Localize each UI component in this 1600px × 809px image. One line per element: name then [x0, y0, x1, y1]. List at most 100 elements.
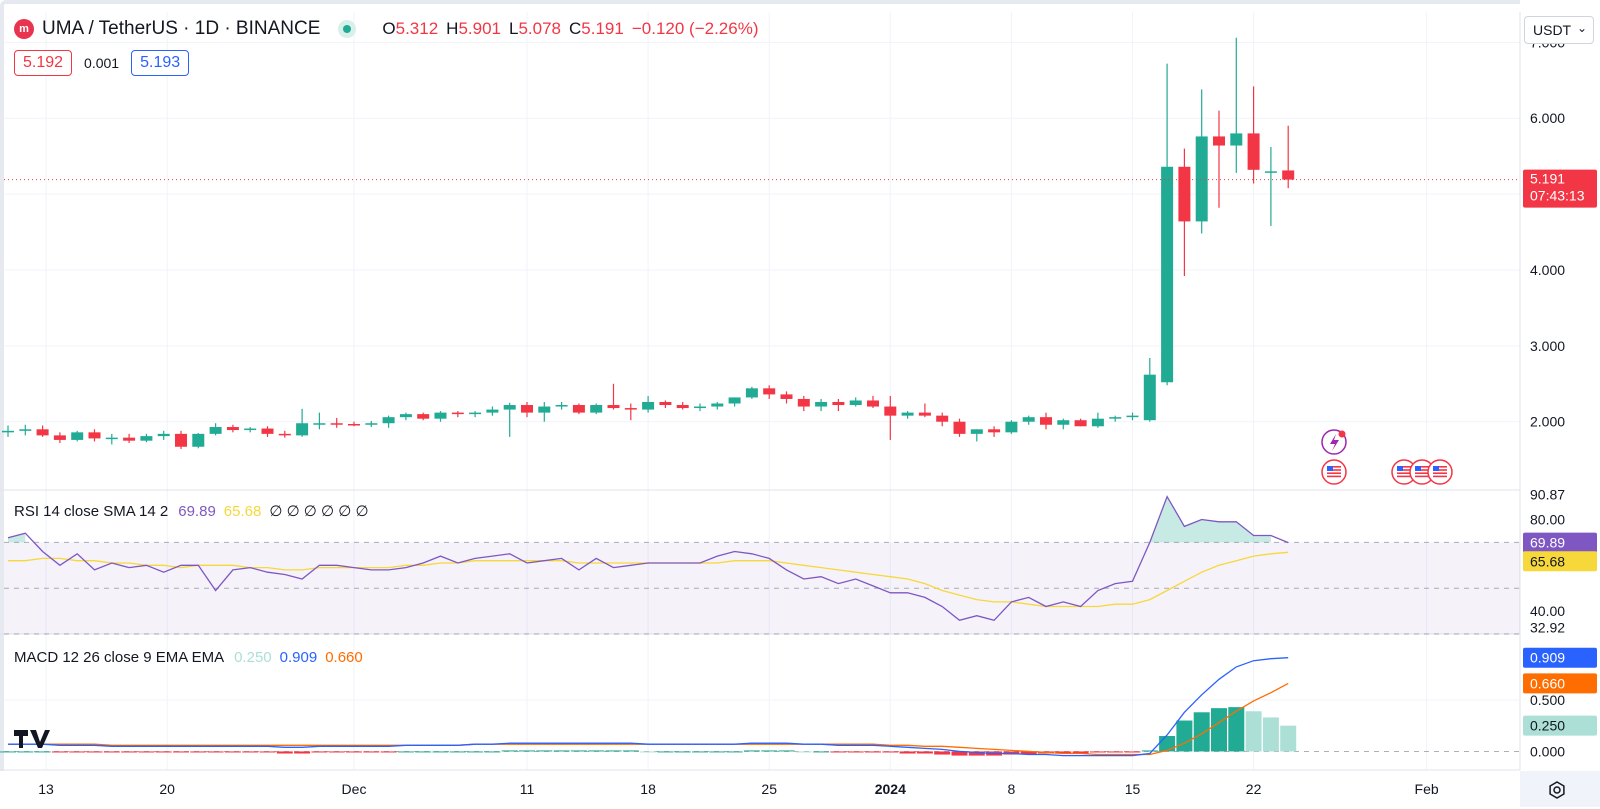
- macd-hist-bar: [726, 751, 743, 753]
- flag-stripe: [1433, 466, 1447, 468]
- macd-hist-bar: [1020, 751, 1037, 755]
- macd-hist-bar: [467, 751, 484, 753]
- macd-hist-bar: [536, 750, 553, 752]
- rsi-legend: RSI 14 close SMA 14 2 69.89 65.68 ∅ ∅ ∅ …: [14, 502, 377, 521]
- sell-button[interactable]: 5.192: [14, 50, 73, 76]
- low-label: L: [509, 19, 519, 38]
- macd-tick-label: 0.000: [1530, 743, 1565, 759]
- macd-hist-bar: [121, 751, 138, 753]
- macd-hist-bar: [346, 751, 362, 753]
- candle-down: [417, 414, 430, 419]
- macd-hist-bar: [640, 751, 657, 753]
- macd-hist-bar: [34, 751, 51, 753]
- macd-hist-bar: [155, 751, 172, 753]
- currency-select[interactable]: USDT ⌄: [1524, 16, 1594, 44]
- candle-down: [918, 412, 931, 416]
- macd-hist-bar: [605, 750, 622, 752]
- candle-up: [1264, 171, 1277, 173]
- rsi-tick-label: 32.92: [1530, 619, 1565, 635]
- candle-up: [1057, 420, 1070, 425]
- flag-stripe: [1327, 472, 1341, 474]
- countdown-label: 07:43:13: [1530, 188, 1585, 204]
- macd-hist-bar: [674, 751, 691, 753]
- macd-hist-bar: [1124, 751, 1141, 753]
- tradingview-logo-icon[interactable]: [14, 728, 56, 755]
- candle-up: [694, 406, 706, 409]
- lightning-bolt: [1330, 434, 1339, 451]
- macd-value-label: 0.909: [1530, 650, 1565, 666]
- macd-hist-bar: [588, 750, 605, 752]
- candle-up: [399, 414, 412, 418]
- macd-hist-bar: [882, 751, 899, 753]
- lightning-event-icon: [1321, 429, 1347, 455]
- candle-down: [1213, 136, 1225, 146]
- candle-up: [244, 428, 257, 431]
- rsi-sma-value-label: 65.68: [1530, 553, 1565, 569]
- candle-down: [1247, 133, 1260, 170]
- candle-up: [365, 423, 378, 425]
- candle-up: [192, 433, 205, 447]
- candle-up: [1143, 374, 1156, 421]
- buy-button[interactable]: 5.193: [131, 50, 190, 76]
- rsi-label[interactable]: RSI 14 close SMA 14 2: [14, 502, 169, 520]
- flag-stripe: [1327, 466, 1341, 468]
- macd-hist-bar: [553, 750, 570, 752]
- macd-hist-bar: [380, 751, 397, 753]
- candle-up: [486, 409, 499, 413]
- macd-hist-bar: [138, 751, 155, 753]
- currency-label: USDT: [1533, 22, 1572, 38]
- candle-up: [1091, 418, 1104, 427]
- time-tick-label: 20: [159, 781, 175, 797]
- flag-canton: [1415, 466, 1421, 471]
- macd-hist-bar: [242, 751, 259, 753]
- macd-label[interactable]: MACD 12 26 close 9 EMA EMA: [14, 649, 225, 666]
- macd-hist-bar: [761, 750, 778, 752]
- macd-hist-bar: [1193, 712, 1210, 752]
- macd-line: [8, 657, 1289, 757]
- event-us-flag-icon: [1391, 459, 1417, 485]
- candle-up: [1109, 417, 1122, 419]
- macd-hist-bar: [328, 751, 345, 753]
- macd-tick-label: 0.500: [1530, 692, 1565, 708]
- candle-up: [140, 436, 153, 441]
- macd-hist-bar: [0, 751, 16, 753]
- macd-hist-bar: [865, 751, 881, 753]
- close-label: C: [569, 19, 582, 38]
- macd-hist-bar: [415, 751, 432, 753]
- flag-stripe: [1327, 469, 1341, 471]
- macd-hist-bar: [86, 751, 103, 753]
- candle-down: [175, 433, 187, 447]
- candle-down: [1282, 170, 1295, 180]
- macd-hist-tag: [1523, 715, 1597, 736]
- candle-down: [123, 437, 136, 441]
- market-status-icon[interactable]: [338, 20, 357, 38]
- candle-down: [884, 406, 897, 416]
- macd-hist-bar: [294, 751, 311, 754]
- close-value: 5.191: [581, 19, 624, 38]
- macd-hist-bar: [622, 750, 639, 752]
- symbol-legend: m UMA / TetherUS · 1D · BINANCE O 5.312 H…: [14, 16, 759, 42]
- macd-hist-bar: [311, 751, 328, 753]
- time-tick-label: 11: [520, 781, 535, 797]
- time-tick-label: Feb: [1415, 781, 1439, 797]
- candle-down: [348, 423, 360, 426]
- flag-stripe: [1433, 472, 1447, 474]
- settings-gear-icon[interactable]: [1542, 778, 1572, 802]
- macd-hist-bar: [190, 751, 207, 753]
- macd-hist-bar: [692, 751, 708, 753]
- time-tick-label: 18: [640, 781, 656, 797]
- macd-hist-bar: [951, 751, 968, 756]
- candle-down: [607, 405, 620, 409]
- macd-hist-bar: [1228, 707, 1245, 752]
- symbol-title[interactable]: UMA / TetherUS · 1D · BINANCE: [42, 18, 321, 39]
- time-tick-label: Dec: [342, 781, 367, 797]
- candle-up: [745, 388, 758, 398]
- macd-hist-bar: [1245, 711, 1262, 752]
- macd-hist-bar: [813, 751, 830, 753]
- macd-signal-tag: [1523, 673, 1597, 694]
- candle-down: [521, 405, 533, 413]
- macd-hist-bar: [1089, 751, 1106, 753]
- macd-hist-bar: [224, 751, 241, 753]
- candle-up: [469, 412, 482, 415]
